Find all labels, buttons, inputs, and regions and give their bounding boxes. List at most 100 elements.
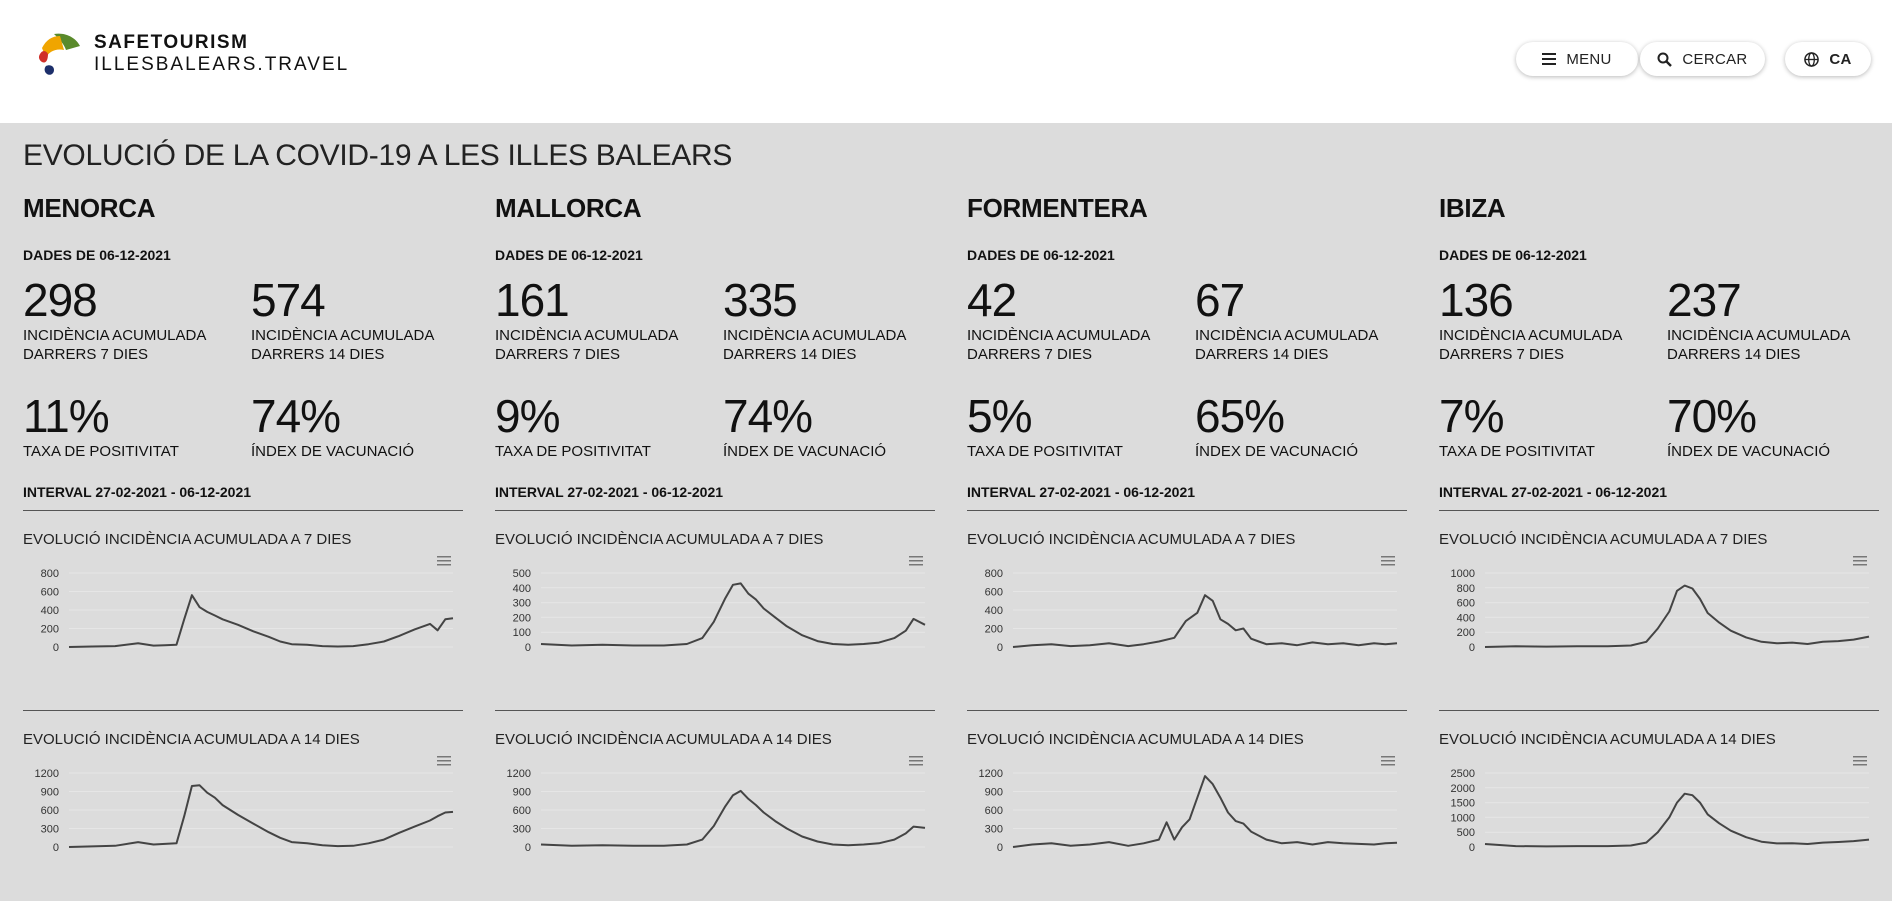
metric-positivity-label: TAXA DE POSITIVITAT	[23, 443, 179, 460]
y-tick-label: 800	[41, 568, 59, 580]
y-tick-label: 0	[53, 642, 59, 654]
series-line	[540, 789, 926, 847]
y-tick-label: 800	[1457, 583, 1475, 595]
metric-positivity-value: 11%	[23, 390, 110, 442]
series-line	[540, 582, 926, 647]
menu-button[interactable]: MENU	[1516, 42, 1638, 76]
metric-ia7-label-2: DARRERS 7 DIES	[495, 346, 621, 363]
metric-vaccination-label: ÍNDEX DE VACUNACIÓ	[723, 443, 887, 460]
metric-ia7-value: 136	[1439, 274, 1514, 326]
chart-title-7d: EVOLUCIÓ INCIDÈNCIA ACUMULADA A 7 DIES	[1439, 531, 1768, 548]
interval-label: INTERVAL 27-02-2021 - 06-12-2021	[1439, 484, 1668, 500]
data-date: DADES DE 06-12-2021	[1439, 247, 1587, 263]
y-tick-label: 1200	[979, 768, 1003, 780]
divider	[967, 710, 1407, 711]
chart-ia14: 0 500 1000 1500 2000 2500	[1451, 768, 1870, 854]
y-tick-label: 500	[1457, 827, 1475, 839]
metric-ia7-label-2: DARRERS 7 DIES	[23, 346, 149, 363]
metric-positivity: 11% TAXA DE POSITIVITAT	[23, 392, 243, 461]
y-tick-label: 600	[41, 805, 59, 817]
metric-ia7: 298 INCIDÈNCIA ACUMULADA DARRERS 7 DIES	[23, 276, 243, 364]
series-line	[68, 784, 454, 848]
chart-menu-icon[interactable]	[909, 754, 923, 766]
language-label: CA	[1829, 50, 1852, 68]
y-tick-label: 900	[985, 787, 1003, 799]
chart-title-14d: EVOLUCIÓ INCIDÈNCIA ACUMULADA A 14 DIES	[495, 731, 832, 748]
series-line	[1484, 792, 1870, 848]
metric-positivity: 9% TAXA DE POSITIVITAT	[495, 392, 715, 461]
y-tick-label: 300	[41, 824, 59, 836]
chart-menu-icon[interactable]	[1381, 754, 1395, 766]
chart-menu-icon[interactable]	[909, 554, 923, 566]
metric-positivity-label: TAXA DE POSITIVITAT	[495, 443, 651, 460]
metric-vaccination-label: ÍNDEX DE VACUNACIÓ	[1195, 443, 1359, 460]
language-button[interactable]: CA	[1785, 42, 1871, 76]
metric-ia14-label-1: INCIDÈNCIA ACUMULADA	[251, 327, 435, 344]
divider	[495, 710, 935, 711]
metric-ia14-value: 237	[1667, 274, 1742, 326]
divider	[1439, 710, 1879, 711]
metric-vaccination-label: ÍNDEX DE VACUNACIÓ	[251, 443, 415, 460]
chart-ia7: 0 200 400 600 800 1000	[1451, 568, 1870, 654]
metric-ia7: 42 INCIDÈNCIA ACUMULADA DARRERS 7 DIES	[967, 276, 1187, 364]
metric-positivity-label: TAXA DE POSITIVITAT	[967, 443, 1123, 460]
search-icon	[1657, 52, 1673, 67]
metric-vaccination: 70% ÍNDEX DE VACUNACIÓ	[1667, 392, 1887, 461]
y-tick-label: 1000	[1451, 812, 1475, 824]
metric-ia7-label-1: INCIDÈNCIA ACUMULADA	[23, 327, 207, 344]
metric-positivity-value: 7%	[1439, 390, 1504, 442]
metric-ia7: 161 INCIDÈNCIA ACUMULADA DARRERS 7 DIES	[495, 276, 715, 364]
y-tick-label: 600	[41, 587, 59, 599]
island-column-formentera: FORMENTERA DADES DE 06-12-2021 42 INCIDÈ…	[967, 193, 1407, 854]
metric-vaccination-value: 74%	[251, 390, 341, 442]
island-name: MALLORCA	[495, 193, 642, 223]
y-tick-label: 0	[525, 642, 531, 654]
y-tick-label: 200	[41, 624, 59, 636]
y-tick-label: 400	[1457, 612, 1475, 624]
island-column-ibiza: IBIZA DADES DE 06-12-2021 136 INCIDÈNCIA…	[1439, 193, 1879, 854]
metric-ia14: 67 INCIDÈNCIA ACUMULADA DARRERS 14 DIES	[1195, 276, 1415, 364]
metric-vaccination-label: ÍNDEX DE VACUNACIÓ	[1667, 443, 1831, 460]
interval-label: INTERVAL 27-02-2021 - 06-12-2021	[967, 484, 1196, 500]
chart-ia14: 0 300 600 900 1200	[507, 768, 926, 854]
metric-vaccination: 74% ÍNDEX DE VACUNACIÓ	[251, 392, 471, 461]
metric-ia7-value: 161	[495, 274, 570, 326]
search-button[interactable]: CERCAR	[1640, 42, 1765, 76]
island-column-menorca: MENORCA DADES DE 06-12-2021 298 INCIDÈNC…	[23, 193, 463, 854]
chart-menu-icon[interactable]	[437, 554, 451, 566]
metric-ia14: 237 INCIDÈNCIA ACUMULADA DARRERS 14 DIES	[1667, 276, 1887, 364]
chart-title-14d: EVOLUCIÓ INCIDÈNCIA ACUMULADA A 14 DIES	[967, 731, 1304, 748]
chart-title-7d: EVOLUCIÓ INCIDÈNCIA ACUMULADA A 7 DIES	[495, 531, 824, 548]
y-tick-label: 1500	[1451, 798, 1475, 810]
metric-ia7-label-1: INCIDÈNCIA ACUMULADA	[967, 327, 1151, 344]
series-line	[1012, 594, 1398, 648]
metric-ia7-label-1: INCIDÈNCIA ACUMULADA	[495, 327, 679, 344]
site-logo[interactable]: SAFETOURISM ILLESBALEARS.TRAVEL	[36, 30, 349, 78]
metric-vaccination-value: 70%	[1667, 390, 1757, 442]
metric-vaccination: 74% ÍNDEX DE VACUNACIÓ	[723, 392, 943, 461]
chart-menu-icon[interactable]	[437, 754, 451, 766]
data-date: DADES DE 06-12-2021	[967, 247, 1115, 263]
series-line	[68, 594, 454, 648]
chart-menu-icon[interactable]	[1853, 554, 1867, 566]
y-tick-label: 1200	[507, 768, 531, 780]
metric-ia14: 574 INCIDÈNCIA ACUMULADA DARRERS 14 DIES	[251, 276, 471, 364]
y-tick-label: 500	[513, 568, 531, 580]
chart-menu-icon[interactable]	[1381, 554, 1395, 566]
menu-label: MENU	[1566, 50, 1612, 68]
metric-ia7-value: 298	[23, 274, 98, 326]
chart-menu-icon[interactable]	[1853, 754, 1867, 766]
y-tick-label: 600	[1457, 598, 1475, 610]
chart-title-7d: EVOLUCIÓ INCIDÈNCIA ACUMULADA A 7 DIES	[23, 531, 352, 548]
metric-ia7: 136 INCIDÈNCIA ACUMULADA DARRERS 7 DIES	[1439, 276, 1659, 364]
metric-ia14-label-2: DARRERS 14 DIES	[251, 346, 385, 363]
divider	[495, 510, 935, 511]
y-tick-label: 400	[985, 605, 1003, 617]
metric-ia14: 335 INCIDÈNCIA ACUMULADA DARRERS 14 DIES	[723, 276, 943, 364]
hamburger-icon	[1542, 53, 1557, 65]
y-tick-label: 0	[997, 642, 1003, 654]
site-header: SAFETOURISM ILLESBALEARS.TRAVEL MENU CER…	[0, 0, 1892, 123]
metric-ia14-label-2: DARRERS 14 DIES	[1667, 346, 1801, 363]
y-tick-label: 1000	[1451, 568, 1475, 580]
y-tick-label: 0	[525, 842, 531, 854]
